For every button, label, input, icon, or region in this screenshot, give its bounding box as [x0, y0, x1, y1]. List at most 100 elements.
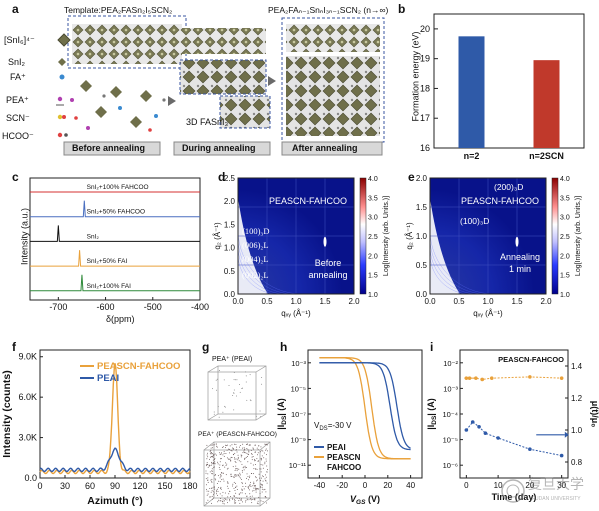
chart-i-xtick-label-0: 0 — [464, 481, 469, 490]
cube-bottom-dot — [257, 500, 259, 502]
cube-bottom-dot — [234, 475, 236, 477]
cube-bottom-dot — [226, 449, 228, 451]
chart-i-line-mu — [465, 421, 562, 457]
cube-bottom-dot — [248, 454, 250, 456]
cube-bottom-dot — [265, 491, 267, 493]
cube-bottom-dot — [228, 493, 230, 495]
cube-bottom-dot — [222, 491, 224, 493]
heatmap-d-cbar-label: Log[Intensity (arb. Units.)] — [383, 196, 390, 276]
heatmap-d-xtick-label-0: 0.0 — [232, 297, 244, 306]
cube-bottom-dot — [241, 469, 243, 471]
cube-bottom-dot — [262, 480, 264, 482]
cube-bottom-dot — [257, 460, 259, 462]
cube-bottom-dot — [209, 471, 211, 473]
chart-i-xtick-label-3: 30 — [557, 481, 566, 490]
cube-bottom-dot — [262, 464, 264, 466]
heatmap-d-ytick-label-2: 1.0 — [224, 244, 236, 253]
cube-bottom-dot — [259, 468, 261, 470]
chart-h-xlabel-unit: (V) — [365, 494, 380, 504]
cube-bottom-dot — [264, 443, 266, 445]
cube-top-dots — [212, 370, 263, 418]
chart-h-legend-label-0: PEAI — [327, 443, 346, 452]
cube-bottom-dot — [227, 502, 229, 504]
cube-bottom-dot — [243, 466, 245, 468]
cube-bottom-dot — [247, 461, 249, 463]
cube-bottom-dot — [236, 446, 238, 448]
template-crystal — [72, 24, 182, 64]
cube-bottom-dot — [249, 499, 251, 501]
cube-bottom — [203, 441, 271, 507]
chart-f-xtick-label-1: 30 — [60, 481, 70, 491]
cube-top-dot — [219, 370, 221, 372]
cube-bottom-dot — [238, 468, 240, 470]
cube-top-dot — [245, 375, 247, 377]
cube-top-dot — [259, 410, 261, 412]
heatmap-d-ytick-label-5: 2.5 — [224, 174, 236, 183]
cube-bottom-dot — [246, 477, 248, 479]
cube-bottom-dot — [214, 461, 216, 463]
cube-bottom-dot — [217, 475, 219, 477]
heatmap-d-peak-label-1: (006)₂L — [242, 240, 269, 250]
cube-bottom-dot — [247, 476, 249, 478]
cube-bottom-dot — [226, 485, 228, 487]
cube-bottom-dot — [214, 458, 216, 460]
cube-bottom-dot — [238, 497, 240, 499]
cube-bottom-dot — [266, 502, 268, 504]
cube-bottom-dot — [234, 461, 236, 463]
legend-item-pea: PEA⁺ — [6, 95, 29, 105]
cube-bottom-dot — [220, 458, 222, 460]
cube-bottom-dot — [246, 495, 248, 497]
cube-bottom-dot — [237, 459, 239, 461]
panel-g: g PEA⁺ (PEAI) PEA⁺ (PEASCN-FAHCOO) — [198, 338, 278, 511]
cube-bottom-dot — [213, 463, 215, 465]
cube-bottom-dot — [227, 444, 229, 446]
chart-h-annotation-val: =-30 V — [328, 421, 352, 430]
heatmap-d-ytick-label-1: 0.5 — [224, 267, 236, 276]
cube-bottom-dot — [244, 452, 246, 454]
heatmap-e-xtick-label-2: 1.0 — [482, 297, 494, 306]
chart-c-xtick-label-3: -400 — [191, 302, 209, 312]
heatmap-d-cbar-tick-0: 1.0 — [368, 292, 378, 299]
panel-label-g: g — [202, 340, 210, 354]
cube-bottom-dot — [264, 461, 266, 463]
cube-bottom-dot — [252, 447, 254, 449]
cube-top-dot — [216, 389, 218, 391]
cube-bottom-dot — [224, 500, 226, 502]
cube-bottom-dot — [205, 465, 207, 467]
chart-e: 0.0 0.5 1.0 1.5 2.0 0.0 0.5 1.0 1.5 2.0 qₓᵧ (Å⁻¹) q… — [405, 174, 582, 318]
cube-bottom-dot — [236, 475, 238, 477]
heatmap-e-ring — [429, 245, 479, 295]
chart-h-xtick-label-3: 20 — [383, 481, 392, 490]
cube-bottom-dot — [256, 447, 258, 449]
cube-bottom-dot — [255, 477, 257, 479]
cube-bottom-dot — [266, 444, 268, 446]
cube-bottom-dot — [255, 487, 257, 489]
cube-bottom-dot — [241, 463, 243, 465]
chart-i-ytick-left-label-1: 10⁻⁵ — [443, 436, 458, 445]
cube-bottom-dot — [219, 487, 221, 489]
cube-top — [207, 365, 267, 421]
cube-bottom-dot — [242, 489, 244, 491]
heatmap-e-spot — [515, 236, 519, 247]
cube-bottom-dot — [222, 454, 224, 456]
cube-bottom-dot — [243, 447, 245, 449]
cube-bottom-dot — [244, 458, 246, 460]
cube-bottom-dot — [207, 456, 209, 458]
cube-bottom-dot — [240, 461, 242, 463]
cube-bottom-dot — [206, 488, 208, 490]
cube-bottom-dot — [244, 465, 246, 467]
cube-bottom-dot — [265, 497, 267, 499]
cube-bottom-dot — [214, 488, 216, 490]
heatmap-e-xtick-label-3: 1.5 — [511, 297, 523, 306]
cube-bottom-dot — [212, 462, 214, 464]
cube-bottom-dot — [240, 499, 242, 501]
heatmap-e-ytick-label-1: 0.5 — [416, 261, 428, 270]
cube-bottom-dot — [220, 453, 222, 455]
cube-bottom-dot — [244, 448, 246, 450]
cube-bottom-dot — [257, 503, 259, 505]
cube-bottom-dot — [235, 502, 237, 504]
cube-bottom-dot — [247, 486, 249, 488]
cube-bottom-dot — [233, 481, 235, 483]
cube-bottom-dot — [209, 487, 211, 489]
cube-bottom-dot — [230, 473, 232, 475]
